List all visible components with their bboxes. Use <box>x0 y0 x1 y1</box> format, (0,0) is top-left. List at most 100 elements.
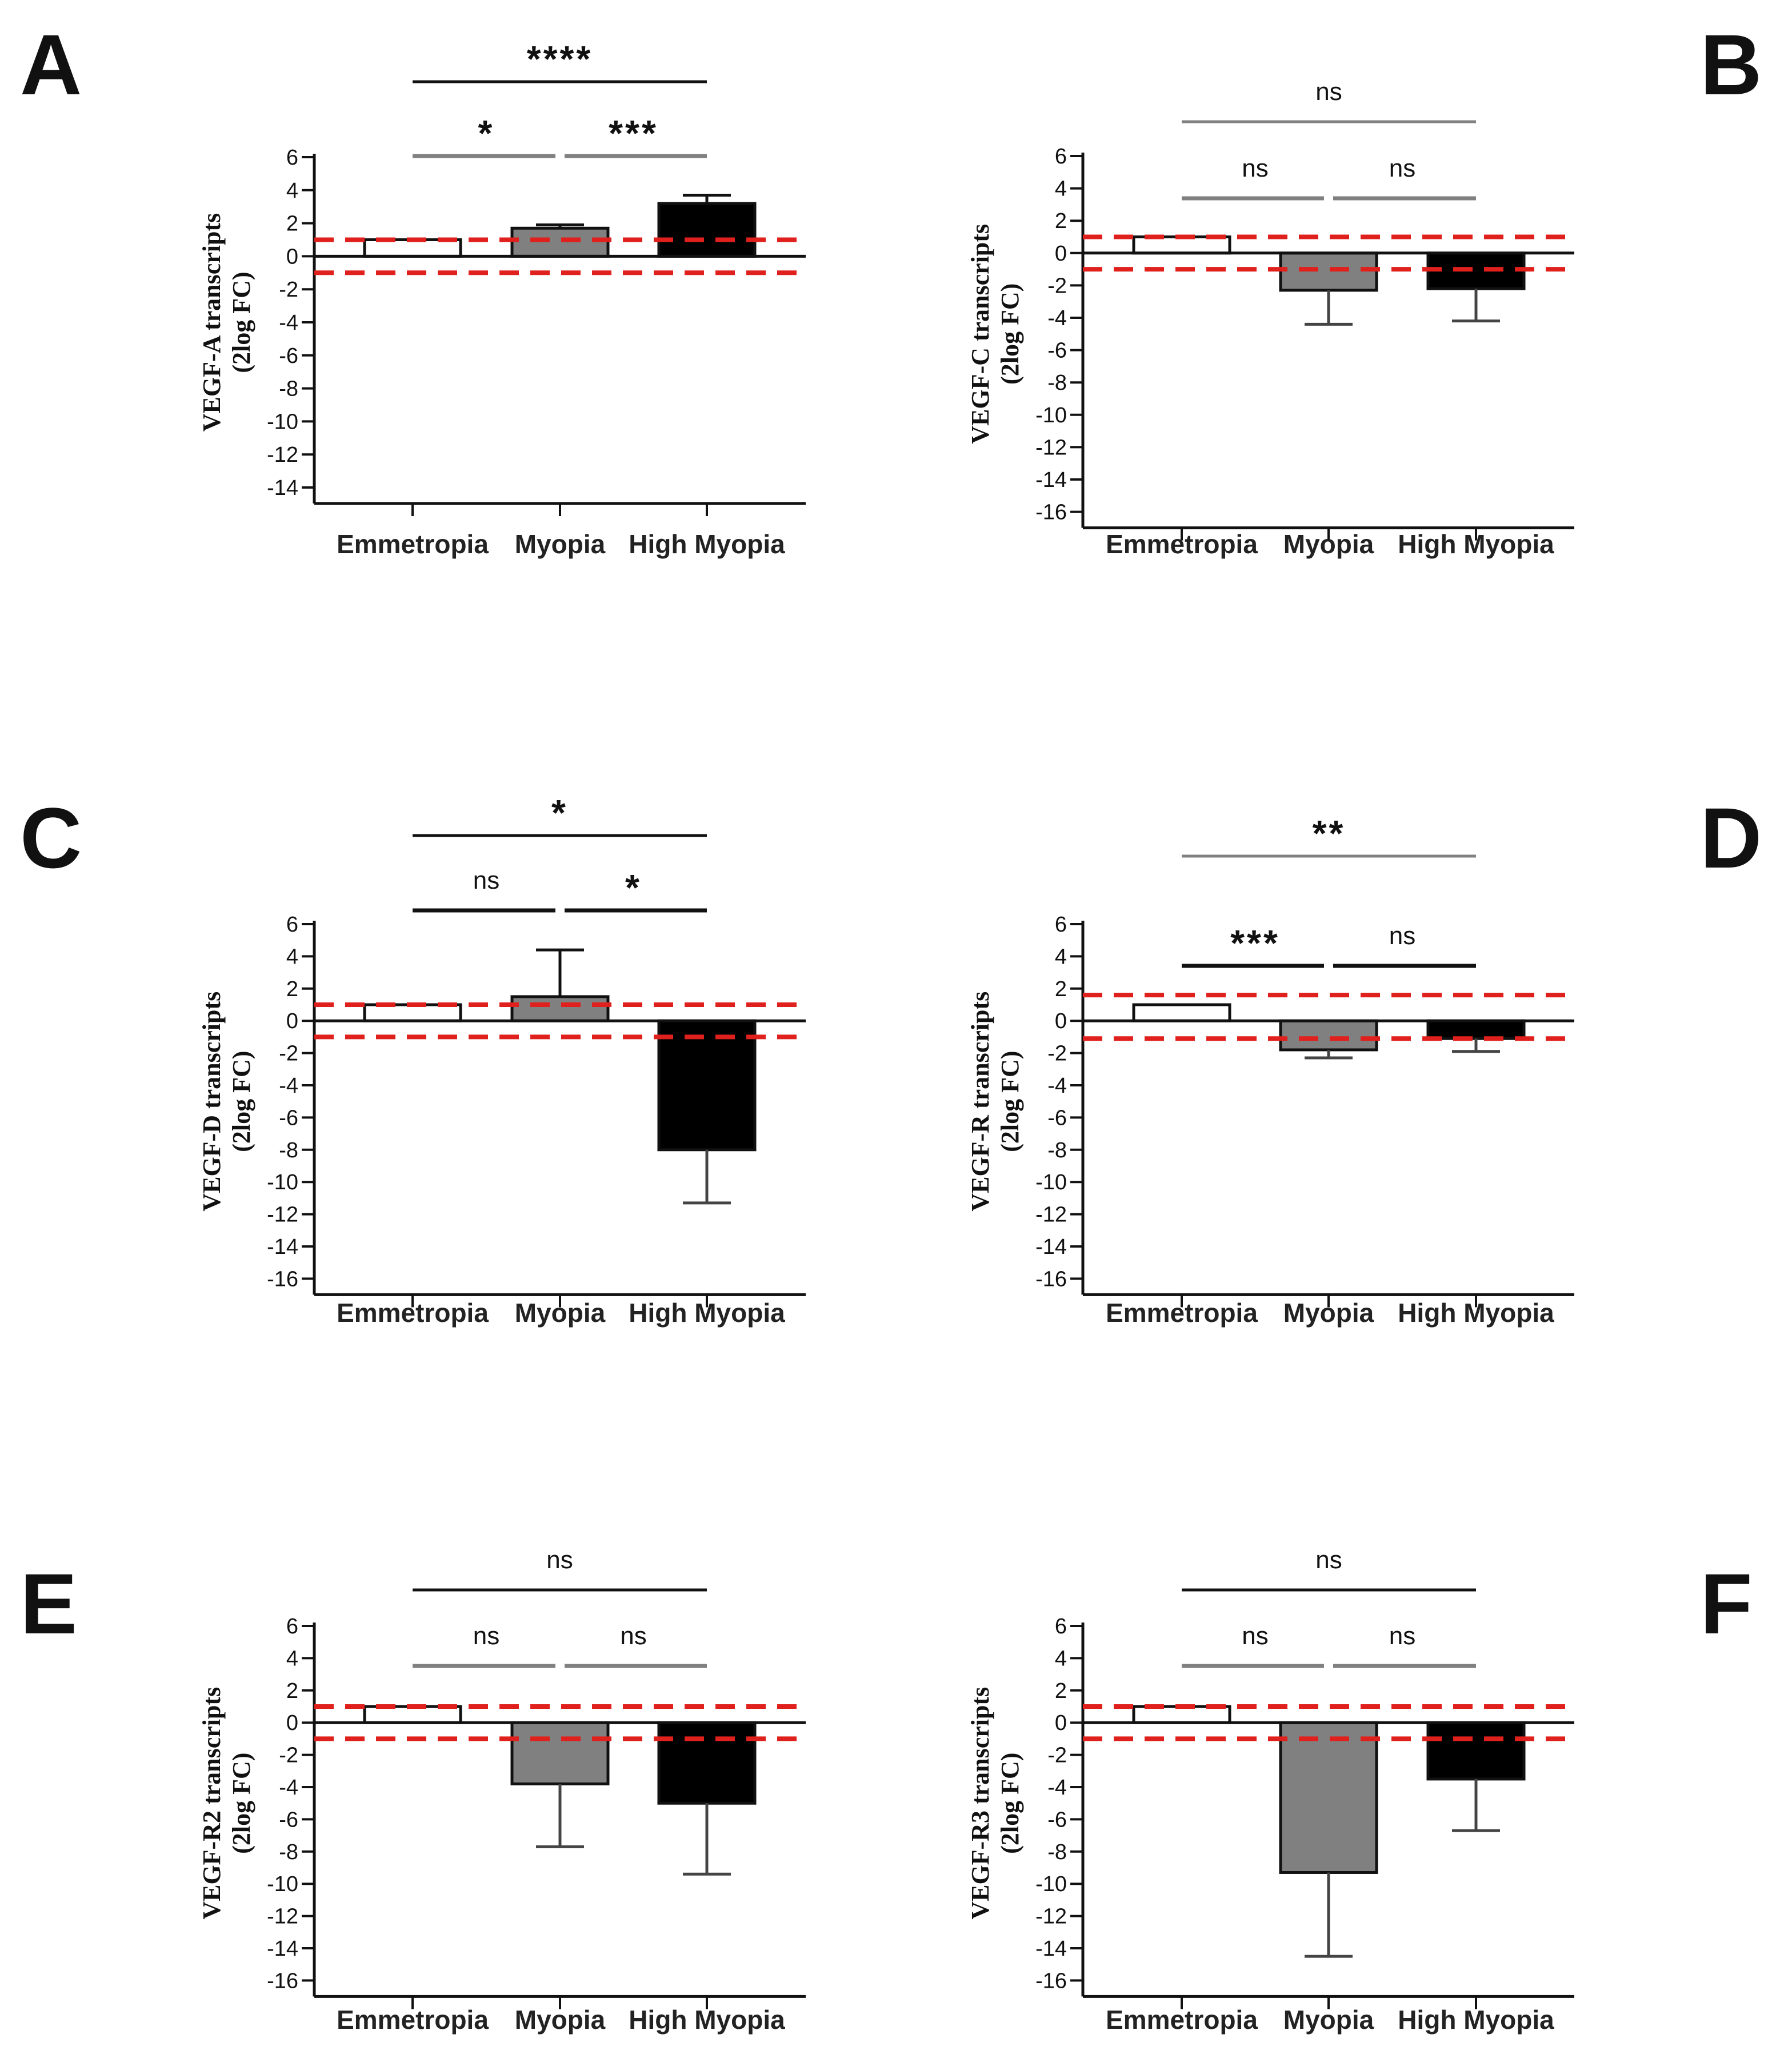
bar <box>1132 235 1231 255</box>
panel-d: D VEGF-R transcripts(2log FC) 6 4 2 0 -2 -4 -6 -8… <box>966 790 1762 1328</box>
significance-label: * <box>625 867 642 908</box>
significance-label: ns <box>473 1622 499 1650</box>
y-tick-label: -16 <box>1035 1267 1067 1291</box>
y-tick-label: -14 <box>1035 1937 1067 1961</box>
y-axis-label: VEGF-D transcripts(2log FC) <box>198 992 255 1212</box>
bar <box>1132 1705 1231 1724</box>
bar <box>510 226 610 258</box>
y-tick-label: 0 <box>286 1711 298 1735</box>
panel-f: F VEGF-R3 transcripts(2log FC) 6 4 2 0 -2 -4 -6 -… <box>966 1546 1753 2035</box>
y-tick-label: 0 <box>1055 242 1067 266</box>
y-tick-label: 2 <box>286 977 298 1001</box>
y-tick-label: -2 <box>279 1042 298 1066</box>
y-tick-label: 0 <box>1055 1009 1067 1033</box>
y-tick-label: 2 <box>286 1679 298 1703</box>
y-tick-label: -10 <box>267 1170 298 1194</box>
y-tick-label: 6 <box>286 1615 298 1639</box>
y-tick-label: -8 <box>279 1138 298 1162</box>
panel-c: C VEGF-D transcripts(2log FC) 6 4 2 0 -2 -4 -6 -8… <box>20 790 806 1328</box>
y-axis-label-line: (2log FC) <box>996 283 1024 385</box>
significance-label: ns <box>546 1546 573 1574</box>
significance-label: ns <box>1242 1622 1268 1650</box>
bar <box>1132 1003 1231 1022</box>
y-tick-label: -6 <box>1047 1808 1067 1832</box>
bar <box>1426 251 1526 290</box>
category-label: Emmetropia <box>337 529 489 559</box>
y-tick-label: -4 <box>279 1074 298 1098</box>
category-label: Myopia <box>515 529 606 559</box>
bar <box>657 202 757 258</box>
y-tick-label: -10 <box>1035 1872 1067 1896</box>
y-tick-label: 0 <box>286 1009 298 1033</box>
y-tick-label: 6 <box>286 146 298 170</box>
y-axis-label: VEGF-R3 transcripts(2log FC) <box>966 1687 1024 1920</box>
significance-label: * <box>551 792 568 833</box>
significance-label: ns <box>1315 1546 1342 1574</box>
category-label: Emmetropia <box>337 1298 489 1328</box>
y-tick-label: -14 <box>1035 1235 1067 1259</box>
significance-label: ns <box>1389 1622 1415 1650</box>
y-tick-label: -16 <box>1035 501 1067 525</box>
y-tick-label: -12 <box>267 443 298 467</box>
y-axis-label-line: VEGF-A transcripts <box>198 213 226 432</box>
y-tick-label: -8 <box>1047 1138 1067 1162</box>
y-axis-label-line: VEGF-R2 transcripts <box>198 1687 226 1920</box>
y-axis-label-line: VEGF-R3 transcripts <box>966 1687 994 1920</box>
y-tick-label: 6 <box>1055 913 1067 937</box>
panel-a: A VEGF-A transcripts(2log FC) 6 4 2 0 -2 -4 -6 -8… <box>20 17 806 559</box>
panel-letter: D <box>1700 790 1762 886</box>
y-axis-label: VEGF-C transcripts(2log FC) <box>966 224 1024 444</box>
panel-letter: B <box>1700 17 1762 113</box>
panel-b: B VEGF-C transcripts(2log FC) 6 4 2 0 -2 -4 -6 -8… <box>966 17 1762 559</box>
bar <box>510 1721 610 1785</box>
y-tick-label: -6 <box>279 1808 298 1832</box>
y-tick-label: -2 <box>279 278 298 302</box>
significance-label: * <box>478 113 495 154</box>
significance-label: *** <box>609 113 658 154</box>
bar <box>657 1721 757 1805</box>
bar <box>1426 1019 1526 1040</box>
category-label: High Myopia <box>629 529 785 559</box>
category-label: Emmetropia <box>1106 529 1258 559</box>
y-tick-label: 4 <box>1055 945 1067 969</box>
category-label: High Myopia <box>629 2005 785 2035</box>
significance-label: *** <box>1230 922 1280 964</box>
y-tick-label: 0 <box>1055 1711 1067 1735</box>
y-tick-label: -10 <box>1035 1170 1067 1194</box>
y-tick-label: 2 <box>1055 977 1067 1001</box>
category-label: Emmetropia <box>337 2005 489 2035</box>
y-tick-label: 6 <box>1055 1615 1067 1639</box>
bar <box>1279 1721 1378 1874</box>
y-axis-label-line: VEGF-R transcripts <box>966 992 994 1212</box>
y-axis-label-line: VEGF-D transcripts <box>198 992 226 1212</box>
y-tick-label: 4 <box>286 179 298 203</box>
bar <box>363 1003 462 1022</box>
y-tick-label: -2 <box>279 1744 298 1768</box>
significance-label: ns <box>1389 922 1415 950</box>
y-tick-label: -8 <box>1047 1840 1067 1864</box>
category-label: Emmetropia <box>1106 2005 1258 2035</box>
y-tick-label: -14 <box>267 1937 298 1961</box>
y-tick-label: -6 <box>1047 339 1067 363</box>
y-axis-label-line: (2log FC) <box>227 1753 255 1854</box>
y-tick-label: 4 <box>286 945 298 969</box>
y-tick-label: 2 <box>1055 1679 1067 1703</box>
y-tick-label: -14 <box>1035 468 1067 492</box>
y-tick-label: 4 <box>286 1647 298 1671</box>
y-tick-label: 6 <box>1055 145 1067 169</box>
y-tick-label: -8 <box>1047 371 1067 395</box>
panel-e: E VEGF-R2 transcripts(2log FC) 6 4 2 0 -2 -4 -6 -… <box>20 1546 806 2035</box>
y-tick-label: -12 <box>1035 1905 1067 1929</box>
y-tick-label: -8 <box>279 1840 298 1864</box>
significance-label: ns <box>473 866 499 894</box>
y-tick-label: 4 <box>1055 177 1067 201</box>
significance-label: ns <box>1242 154 1268 182</box>
y-tick-label: -6 <box>279 1106 298 1130</box>
significance-label: ** <box>1313 813 1346 854</box>
panel-letter: A <box>20 17 82 113</box>
y-tick-label: -2 <box>1047 1744 1067 1768</box>
significance-label: ns <box>1389 154 1415 182</box>
category-label: Myopia <box>1283 2005 1374 2035</box>
category-label: High Myopia <box>1398 1298 1554 1328</box>
